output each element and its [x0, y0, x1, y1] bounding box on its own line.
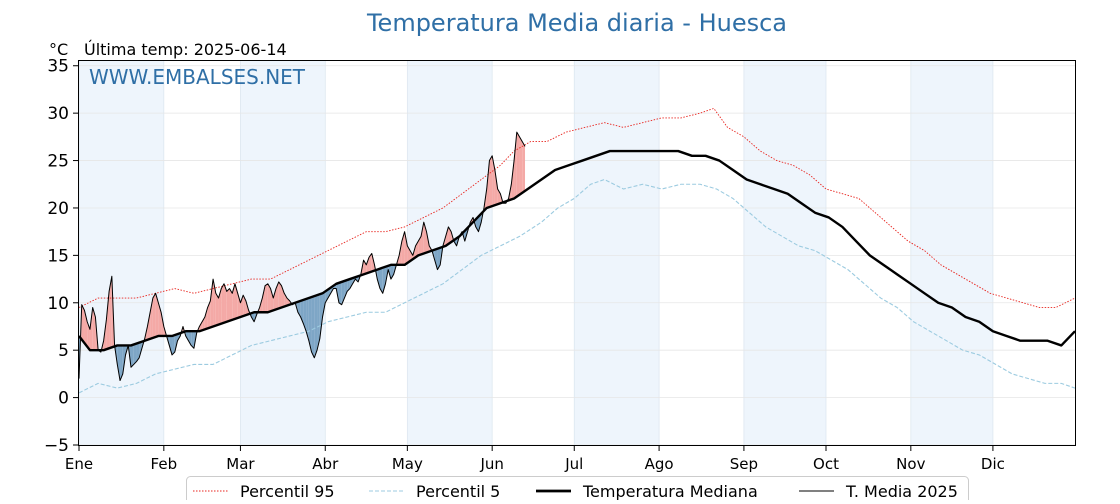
x-tick-label: May	[392, 455, 423, 473]
anomaly-fill-above	[489, 156, 492, 207]
x-tick-label: Nov	[896, 455, 925, 473]
y-tick-label: 35	[47, 57, 69, 77]
x-tick-label: Jul	[564, 455, 583, 473]
legend-label: Percentil 5	[416, 482, 500, 500]
anomaly-fill-above	[522, 142, 525, 193]
legend-label: Percentil 95	[240, 482, 335, 500]
anomaly-fill-below	[131, 344, 134, 367]
month-band	[240, 61, 325, 445]
x-tick-label: Oct	[813, 455, 839, 473]
x-tick-label: Dic	[981, 455, 1005, 473]
y-tick-label: 10	[47, 294, 69, 314]
anomaly-fill-above	[520, 137, 523, 195]
x-tick-label: Feb	[151, 455, 178, 473]
month-band	[744, 61, 826, 445]
y-tick-label: 15	[47, 246, 69, 266]
y-tick-label: −5	[44, 436, 69, 456]
last-temp-label: Última temp: 2025-06-14	[84, 40, 287, 59]
y-tick-label: 25	[47, 152, 69, 172]
y-tick-label: 0	[58, 389, 69, 409]
anomaly-fill-above	[227, 289, 230, 322]
anomaly-fill-below	[312, 296, 315, 358]
y-axis: −5 0 5 10 15 20 25 30 35	[44, 57, 79, 456]
legend: Percentil 95 Percentil 5 Temperatura Media…	[187, 477, 969, 501]
chart-title: Temperatura Media diaria - Huesca	[366, 9, 787, 37]
anomaly-fill-below	[339, 282, 342, 305]
anomaly-fill-above	[221, 284, 224, 324]
y-tick-label: 30	[47, 104, 69, 124]
x-tick-label: Sep	[730, 455, 758, 473]
anomaly-fill-above	[153, 293, 156, 338]
anomaly-fill-above	[265, 284, 268, 312]
watermark: WWW.EMBALSES.NET	[89, 65, 306, 89]
x-tick-label: Ene	[65, 455, 93, 473]
month-band	[574, 61, 659, 445]
month-bands	[79, 61, 993, 445]
x-tick-label: Mar	[226, 455, 255, 473]
month-band	[911, 61, 993, 445]
x-tick-label: Ago	[645, 455, 674, 473]
anomaly-fill-above	[517, 132, 520, 196]
anomaly-fill-below	[314, 295, 317, 358]
legend-label: Temperatura Mediana	[582, 482, 758, 500]
y-tick-label: 5	[58, 341, 69, 361]
x-tick-label: Jun	[479, 455, 503, 473]
legend-label: T. Media 2025	[845, 482, 958, 500]
y-tick-label: 20	[47, 199, 69, 219]
x-tick-label: Abr	[312, 455, 339, 473]
x-axis: Ene Feb Mar Abr May Jun Jul Ago Sep Oct Nov Dic	[65, 445, 1005, 473]
